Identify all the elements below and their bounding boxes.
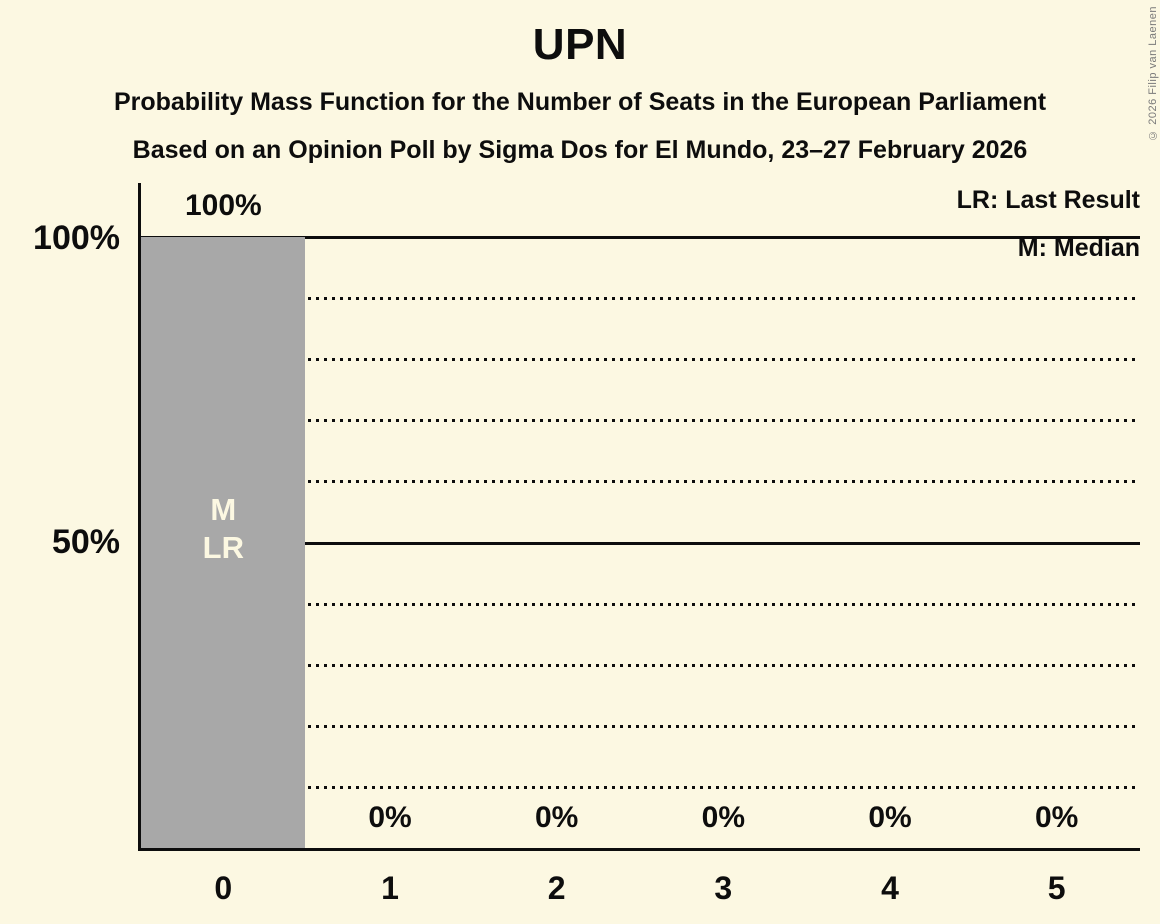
value-label-seats-2: 0% xyxy=(534,801,579,834)
gridline-10-percent xyxy=(140,786,1140,790)
bar-annotation-median-last-result: M LR xyxy=(141,491,305,567)
gridline-50-percent xyxy=(140,541,1140,545)
value-label-seats-3: 0% xyxy=(701,801,745,834)
value-label-seats-1: 0% xyxy=(368,801,412,834)
gridline-20-percent xyxy=(140,725,1140,729)
x-axis-tick-4: 4 xyxy=(881,870,899,906)
x-axis-tick-2: 2 xyxy=(547,870,566,906)
gridline-70-percent xyxy=(140,419,1140,423)
gridline-40-percent xyxy=(140,602,1140,606)
value-label-seats-0: 100% xyxy=(184,189,262,222)
x-axis-tick-1: 1 xyxy=(381,870,399,906)
legend-last-result: LR: Last Result xyxy=(956,186,1140,214)
y-axis-tick-50: 50% xyxy=(51,523,120,561)
x-axis-tick-5: 5 xyxy=(1047,870,1066,906)
chart-source-subtitle: Based on an Opinion Poll by Sigma Dos fo… xyxy=(132,136,1028,164)
gridline-30-percent xyxy=(140,663,1140,667)
bar-seats-0 xyxy=(141,237,306,849)
annotation-line-lr: LR xyxy=(202,530,244,565)
gridline-90-percent xyxy=(140,296,1140,300)
chart-title: UPN xyxy=(532,20,628,69)
gridline-60-percent xyxy=(140,480,1140,484)
gridline-100-percent xyxy=(140,235,1140,239)
y-axis-tick-100: 100% xyxy=(33,219,120,257)
legend-median: M: Median xyxy=(1017,234,1140,262)
copyright-notice: © 2026 Filip van Laenen xyxy=(1147,6,1159,141)
x-axis-tick-3: 3 xyxy=(714,870,733,906)
x-axis-tick-0: 0 xyxy=(214,870,233,906)
gridline-80-percent xyxy=(140,357,1140,361)
value-label-seats-5: 0% xyxy=(1034,801,1079,834)
annotation-line-m: M xyxy=(210,492,237,527)
value-label-seats-4: 0% xyxy=(868,801,912,834)
chart-subtitle: Probability Mass Function for the Number… xyxy=(113,88,1047,116)
y-axis-line xyxy=(138,183,141,851)
x-axis-line xyxy=(138,848,1140,851)
